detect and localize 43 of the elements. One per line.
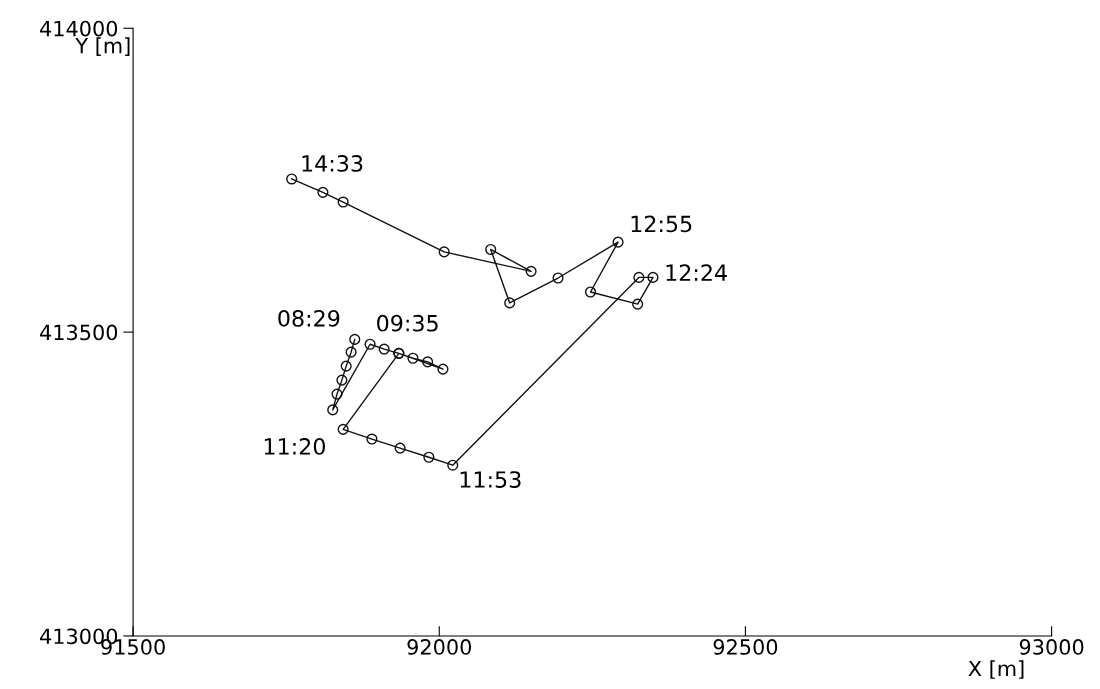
x-tick-label: 92000 (407, 639, 472, 655)
point (345, 346, 357, 358)
x-tick-label: 92500 (713, 639, 778, 655)
point (337, 196, 349, 208)
point (331, 388, 343, 400)
point (336, 374, 348, 386)
y-tick-label: 413500 (40, 324, 118, 341)
point (438, 246, 450, 258)
point (504, 297, 516, 309)
point (422, 356, 434, 368)
point (423, 451, 435, 463)
point (366, 433, 378, 445)
x-tick-label: 93000 (1019, 639, 1084, 655)
point (349, 333, 361, 345)
point (327, 404, 339, 416)
annotation: 09:35 (377, 314, 438, 332)
y-axis-title: Y [m] (75, 37, 130, 56)
point (337, 423, 349, 435)
point (584, 286, 597, 298)
point (317, 186, 329, 198)
point (340, 360, 352, 372)
point (286, 173, 298, 185)
point (447, 459, 459, 471)
annotation: 08:29 (278, 309, 340, 327)
point (485, 243, 497, 256)
annotation: 11:20 (264, 438, 325, 455)
point (364, 338, 376, 350)
point (647, 271, 659, 283)
point (632, 298, 644, 310)
point (437, 363, 449, 375)
annotation: 14:33 (302, 155, 363, 172)
point (407, 352, 419, 364)
annotation: 12:24 (666, 264, 727, 281)
point (552, 272, 564, 284)
point (394, 442, 406, 454)
point (633, 271, 645, 283)
x-axis-title: X [m] (968, 660, 1024, 679)
y-tick-label: 414000 (40, 20, 118, 37)
point (525, 265, 537, 277)
annotation: 12:55 (631, 215, 692, 233)
point (612, 236, 624, 248)
annotation: 11:53 (460, 471, 521, 488)
point (378, 343, 390, 355)
